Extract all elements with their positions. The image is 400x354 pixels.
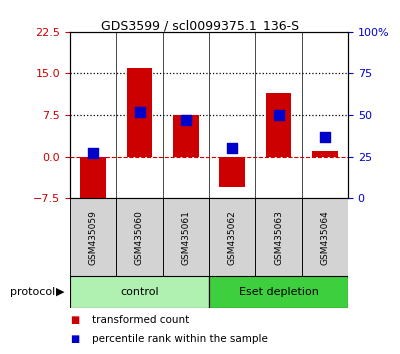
FancyBboxPatch shape (163, 198, 209, 276)
Text: GSM435059: GSM435059 (89, 210, 98, 265)
Point (322, 134, 328, 139)
FancyBboxPatch shape (116, 198, 163, 276)
FancyBboxPatch shape (70, 198, 116, 276)
Text: ■: ■ (70, 333, 79, 344)
Bar (80, 156, 106, 201)
FancyBboxPatch shape (209, 276, 348, 308)
Bar (266, 93, 291, 156)
Text: GSM435061: GSM435061 (181, 210, 190, 265)
Text: GSM435060: GSM435060 (135, 210, 144, 265)
FancyBboxPatch shape (70, 276, 209, 308)
Text: control: control (120, 287, 159, 297)
Text: ■: ■ (70, 315, 79, 325)
FancyBboxPatch shape (209, 198, 255, 276)
Text: transformed count: transformed count (92, 315, 189, 325)
Text: GSM435062: GSM435062 (228, 210, 237, 264)
Bar (127, 68, 152, 156)
Text: GDS3599 / scl0099375.1_136-S: GDS3599 / scl0099375.1_136-S (101, 19, 299, 33)
Point (183, 117, 189, 123)
Text: ▶: ▶ (56, 287, 64, 297)
Point (275, 112, 282, 118)
Text: GSM435063: GSM435063 (274, 210, 283, 265)
Bar (312, 151, 338, 156)
FancyBboxPatch shape (255, 198, 302, 276)
Point (136, 109, 143, 115)
FancyBboxPatch shape (302, 198, 348, 276)
Point (90, 150, 96, 156)
Point (229, 145, 235, 151)
Bar (173, 115, 198, 156)
Text: Eset depletion: Eset depletion (238, 287, 318, 297)
Text: protocol: protocol (10, 287, 55, 297)
Text: GSM435064: GSM435064 (320, 210, 329, 264)
Text: percentile rank within the sample: percentile rank within the sample (92, 333, 268, 344)
Bar (220, 156, 245, 187)
